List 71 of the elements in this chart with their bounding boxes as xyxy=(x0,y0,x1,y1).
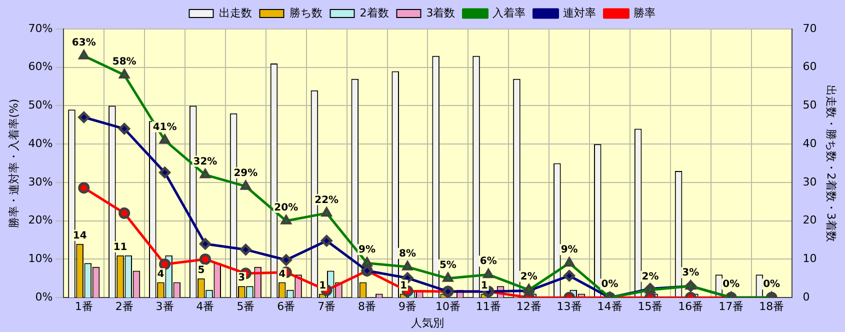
data-label: 0% xyxy=(722,279,740,290)
x-axis-title: 人気別 xyxy=(411,316,444,330)
x-tick-label: 8番 xyxy=(358,300,376,314)
y-tick-label: 20% xyxy=(28,214,53,227)
data-label: 58% xyxy=(112,56,136,68)
data-label: 0% xyxy=(763,279,780,290)
y2-tick-label: 20 xyxy=(802,214,817,227)
y2-tick-label: 40 xyxy=(802,136,817,150)
data-label: 1 xyxy=(400,280,407,292)
y2-tick-label: 10 xyxy=(802,252,817,266)
x-tick-label: 9番 xyxy=(398,300,416,314)
y-tick-label: 30% xyxy=(28,175,53,188)
data-label: 5 xyxy=(198,265,205,276)
data-label: 63% xyxy=(72,37,96,48)
legend-label: 勝ち数 xyxy=(289,6,322,20)
y2-tick-label: 30 xyxy=(802,175,817,188)
y-tick-label: 60% xyxy=(28,60,53,74)
x-tick-label: 7番 xyxy=(318,300,336,314)
data-label: 1 xyxy=(480,280,488,292)
data-label: 22% xyxy=(314,194,339,206)
y-tick-label: 70% xyxy=(28,22,53,35)
data-label: 6% xyxy=(480,256,497,268)
y-tick-label: 40% xyxy=(28,136,53,150)
data-label: 2% xyxy=(520,272,538,283)
y2-tick-label: 60 xyxy=(802,60,817,74)
y2-axis-title: 出走数・勝ち数・2着数・3着数 xyxy=(824,84,838,242)
legend-label: 出走数 xyxy=(218,6,252,20)
legend-label: 2着数 xyxy=(360,6,389,20)
y-tick-label: 0% xyxy=(35,290,53,304)
y-tick-label: 10% xyxy=(28,252,53,266)
x-tick-label: 18番 xyxy=(759,300,784,314)
legend-label: 入着率 xyxy=(492,6,526,20)
x-tick-label: 4番 xyxy=(196,300,214,314)
y-axis-title: 勝率・連対率・入着率(%) xyxy=(7,98,20,228)
x-tick-label: 12番 xyxy=(516,300,542,314)
data-label: 2% xyxy=(642,272,659,283)
data-label: 9% xyxy=(358,244,376,256)
x-tick-label: 15番 xyxy=(638,300,663,314)
x-tick-label: 2番 xyxy=(115,300,134,314)
data-label: 4 xyxy=(278,268,286,280)
data-label: 3% xyxy=(682,268,700,279)
data-label: 14 xyxy=(72,230,87,242)
y2-tick-label: 0 xyxy=(802,290,810,304)
x-tick-label: 14番 xyxy=(597,300,622,314)
x-tick-label: 1番 xyxy=(74,300,93,314)
legend-label: 連対率 xyxy=(563,6,596,20)
data-label: 4 xyxy=(157,268,164,280)
data-label: 11 xyxy=(113,242,128,253)
data-label: 5% xyxy=(439,260,456,272)
y2-tick-label: 50 xyxy=(802,98,817,112)
data-label: 20% xyxy=(274,202,298,214)
x-tick-label: 5番 xyxy=(236,300,255,314)
legend-label: 3着数 xyxy=(426,6,456,20)
data-label: 9% xyxy=(560,244,578,256)
x-tick-label: 6番 xyxy=(277,300,296,314)
data-label: 41% xyxy=(152,122,177,133)
y2-tick-label: 70 xyxy=(802,22,817,35)
x-tick-label: 10番 xyxy=(435,300,460,314)
data-label: 29% xyxy=(234,168,258,179)
data-label: 32% xyxy=(193,156,218,168)
x-tick-label: 16番 xyxy=(678,300,704,314)
y-tick-label: 50% xyxy=(28,98,53,112)
x-tick-label: 11番 xyxy=(476,300,501,314)
x-tick-label: 3番 xyxy=(156,300,174,314)
x-tick-label: 17番 xyxy=(718,300,744,314)
x-tick-label: 13番 xyxy=(556,300,582,314)
data-label: 1 xyxy=(319,280,326,292)
legend-label: 勝率 xyxy=(634,6,656,20)
data-label: 8% xyxy=(399,248,416,260)
data-label: 0% xyxy=(601,279,618,290)
data-label: 3 xyxy=(238,272,246,284)
